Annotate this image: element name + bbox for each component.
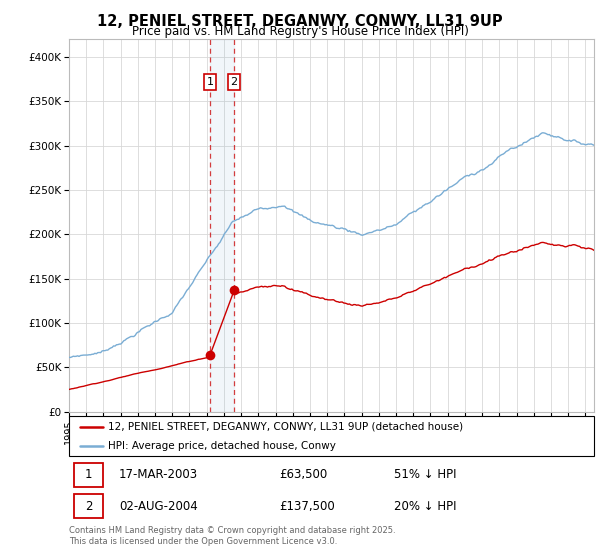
Text: 17-MAR-2003: 17-MAR-2003 xyxy=(119,468,198,481)
Text: Price paid vs. HM Land Registry's House Price Index (HPI): Price paid vs. HM Land Registry's House … xyxy=(131,25,469,38)
Bar xyxy=(74,494,103,518)
Text: 2: 2 xyxy=(85,500,92,512)
Text: 2: 2 xyxy=(230,77,238,87)
Text: £63,500: £63,500 xyxy=(279,468,327,481)
Text: 20% ↓ HPI: 20% ↓ HPI xyxy=(395,500,457,512)
Text: £137,500: £137,500 xyxy=(279,500,335,512)
Text: 12, PENIEL STREET, DEGANWY, CONWY, LL31 9UP: 12, PENIEL STREET, DEGANWY, CONWY, LL31 … xyxy=(97,14,503,29)
Text: Contains HM Land Registry data © Crown copyright and database right 2025.
This d: Contains HM Land Registry data © Crown c… xyxy=(69,526,395,546)
Text: HPI: Average price, detached house, Conwy: HPI: Average price, detached house, Conw… xyxy=(109,441,336,450)
Bar xyxy=(210,39,234,412)
Text: 02-AUG-2004: 02-AUG-2004 xyxy=(119,500,197,512)
Text: 51% ↓ HPI: 51% ↓ HPI xyxy=(395,468,457,481)
Bar xyxy=(74,463,103,487)
Text: 1: 1 xyxy=(207,77,214,87)
Text: 12, PENIEL STREET, DEGANWY, CONWY, LL31 9UP (detached house): 12, PENIEL STREET, DEGANWY, CONWY, LL31 … xyxy=(109,422,464,432)
Text: 1: 1 xyxy=(85,468,92,481)
